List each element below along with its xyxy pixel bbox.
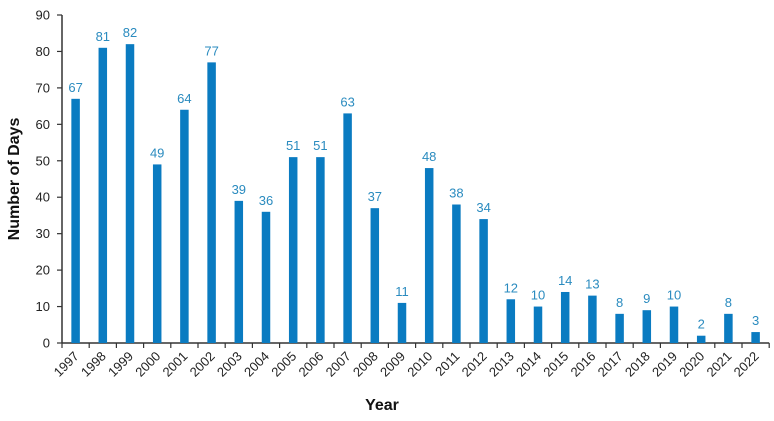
y-axis-title: Number of Days: [6, 118, 23, 241]
bar-2001: [180, 109, 189, 343]
x-tick-label: 2000: [132, 349, 163, 380]
y-tick-label: 70: [36, 80, 50, 95]
y-tick-label: 80: [36, 44, 50, 59]
x-tick-label: 1998: [78, 349, 109, 380]
bar-2002: [207, 62, 216, 343]
y-tick-label: 0: [43, 336, 50, 351]
bar-2016: [588, 295, 597, 343]
data-label: 13: [585, 277, 599, 292]
x-tick-label: 2006: [295, 349, 326, 380]
x-tick-label: 2011: [432, 349, 462, 379]
data-label: 10: [531, 288, 545, 303]
data-label: 37: [368, 189, 382, 204]
data-label: 12: [504, 280, 518, 295]
data-label: 14: [558, 273, 572, 288]
data-label: 8: [616, 295, 623, 310]
x-tick-label: 2013: [486, 349, 517, 380]
x-tick-label: 2021: [703, 349, 734, 380]
bar-2020: [696, 335, 706, 343]
bar-2014: [533, 306, 543, 343]
bar-2021: [724, 313, 733, 343]
data-label: 48: [422, 149, 436, 164]
data-label: 8: [725, 295, 732, 310]
x-tick-label: 2004: [241, 349, 272, 380]
data-label: 64: [177, 91, 191, 106]
bar-2006: [316, 157, 325, 343]
x-tick-label: 2017: [595, 349, 626, 380]
data-label: 39: [232, 182, 246, 197]
data-label: 2: [698, 317, 705, 332]
data-label: 81: [96, 29, 110, 44]
x-tick-label: 2009: [377, 349, 408, 380]
bar-1997: [71, 98, 80, 343]
x-tick-label: 1997: [51, 349, 82, 380]
data-label: 10: [667, 288, 681, 303]
data-label: 51: [286, 138, 300, 153]
data-label: 11: [395, 284, 409, 299]
data-label: 51: [313, 138, 327, 153]
y-tick-label: 60: [36, 117, 50, 132]
y-tick-label: 90: [36, 8, 50, 23]
data-label: 3: [752, 313, 759, 328]
bar-1999: [125, 44, 135, 344]
x-tick-label: 2002: [187, 349, 218, 380]
bar-2012: [479, 219, 488, 343]
x-tick-label: 2008: [350, 349, 381, 380]
y-tick-label: 50: [36, 153, 50, 168]
data-label: 36: [259, 193, 273, 208]
x-tick-label: 2001: [159, 349, 190, 380]
x-tick-label: 2007: [323, 349, 354, 380]
data-label: 77: [204, 43, 218, 58]
bar-2017: [615, 313, 624, 343]
x-tick-label: 2012: [459, 349, 490, 380]
bar-2015: [560, 291, 570, 343]
y-tick-label: 40: [36, 190, 50, 205]
y-tick-label: 20: [36, 263, 50, 278]
bar-2019: [669, 306, 679, 343]
x-tick-label: 2020: [676, 349, 707, 380]
x-tick-label: 2010: [404, 349, 435, 380]
bar-2005: [288, 157, 298, 343]
x-tick-label: 2022: [731, 349, 762, 380]
x-tick-label: 2014: [513, 349, 544, 380]
bar-2013: [506, 299, 516, 343]
bar-2007: [343, 113, 352, 344]
x-tick-label: 2005: [268, 349, 299, 380]
x-tick-label: 2015: [540, 349, 571, 380]
y-tick-label: 30: [36, 226, 50, 241]
bar-2009: [397, 302, 407, 343]
y-axis: 0 10 20 30 40 50 60 70 80 90: [36, 8, 63, 351]
y-tick-label: 10: [36, 299, 50, 314]
data-label: 82: [123, 25, 137, 40]
bar-2011: [452, 204, 461, 343]
x-axis-title: Year: [365, 397, 399, 414]
x-tick-label: 2016: [567, 349, 598, 380]
x-tick-label: 2019: [649, 349, 680, 380]
x-axis: 1997199819992000200120022003200420052006…: [51, 342, 770, 380]
bar-2000: [152, 164, 162, 343]
data-label: 34: [476, 200, 490, 215]
bar-2003: [234, 200, 244, 343]
data-label: 63: [340, 94, 354, 109]
bar-2008: [370, 208, 380, 343]
x-tick-label: 1999: [105, 349, 136, 380]
bar-2022: [751, 332, 760, 343]
bar-1998: [98, 47, 108, 344]
x-tick-label: 2003: [214, 349, 245, 380]
bar-2010: [424, 168, 434, 343]
data-label: 49: [150, 145, 164, 160]
data-label: 9: [643, 291, 650, 306]
bar-2004: [261, 211, 271, 343]
bar-2018: [642, 310, 652, 343]
data-label: 38: [449, 186, 463, 201]
x-tick-label: 2018: [622, 349, 653, 380]
data-label: 67: [68, 80, 82, 95]
